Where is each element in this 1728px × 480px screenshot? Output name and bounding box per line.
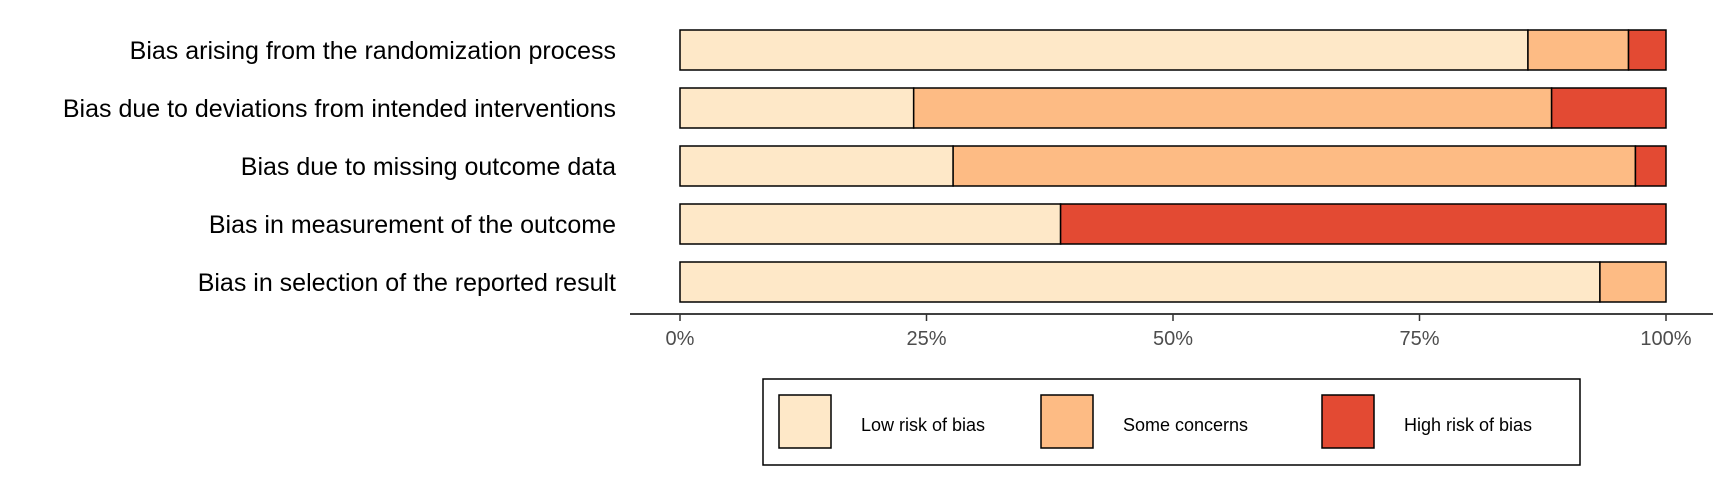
bar-segment (1527, 29, 1630, 71)
bar-segment (952, 145, 1637, 187)
legend: Low risk of bias Some concerns High risk o… (762, 378, 1581, 466)
category-label: Bias in measurement of the outcome (209, 211, 616, 239)
bar-segment (1059, 203, 1667, 245)
bar-segment (679, 145, 954, 187)
category-label: Bias due to missing outcome data (241, 153, 616, 181)
stacked-bars (679, 29, 1667, 303)
bar-segment (1627, 29, 1667, 71)
legend-box (762, 378, 1581, 466)
legend-label: High risk of bias (1404, 415, 1532, 435)
bar-segment (1634, 145, 1667, 187)
x-tick-label: 50% (1153, 328, 1193, 350)
bar-segment (679, 29, 1529, 71)
legend-key (778, 394, 832, 449)
category-label: Bias arising from the randomization proc… (130, 37, 616, 65)
bar-segment (1599, 261, 1667, 303)
category-label: Bias in selection of the reported result (198, 269, 616, 297)
bar-segment (912, 87, 1553, 129)
bar-segment (1550, 87, 1667, 129)
x-tick-label: 75% (1399, 328, 1439, 350)
bar-segment (679, 203, 1062, 245)
legend-label: Low risk of bias (861, 415, 985, 435)
x-tick-label: 25% (906, 328, 946, 350)
bar-segment (679, 261, 1601, 303)
legend-key (1321, 394, 1375, 449)
x-axis: 0% 25% 50% 75% 100% (630, 313, 1713, 350)
legend-label: Some concerns (1123, 415, 1248, 435)
x-tick-label: 100% (1640, 328, 1691, 350)
category-label: Bias due to deviations from intended int… (63, 95, 616, 123)
legend-key (1040, 394, 1094, 449)
category-labels: Bias arising from the randomization proc… (63, 37, 616, 297)
bar-segment (679, 87, 915, 129)
x-tick-label: 0% (666, 328, 695, 350)
